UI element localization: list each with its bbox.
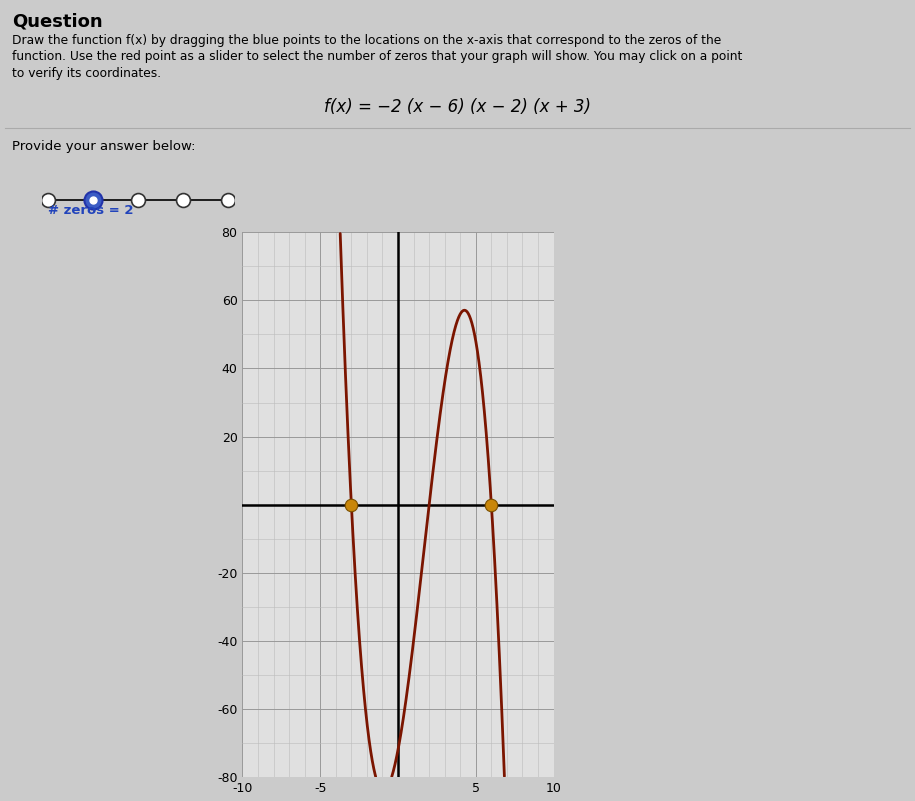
Text: Question: Question [12, 13, 102, 30]
Text: function. Use the red point as a slider to select the number of zeros that your : function. Use the red point as a slider … [12, 50, 742, 63]
Text: # zeros = 2: # zeros = 2 [48, 204, 134, 217]
Text: Draw the function f(x) by dragging the blue points to the locations on the x-axi: Draw the function f(x) by dragging the b… [12, 34, 721, 46]
Text: to verify its coordinates.: to verify its coordinates. [12, 67, 161, 80]
Text: f(x) = −2 (x − 6) (x − 2) (x + 3): f(x) = −2 (x − 6) (x − 2) (x + 3) [324, 98, 591, 115]
Text: Provide your answer below:: Provide your answer below: [12, 140, 196, 153]
